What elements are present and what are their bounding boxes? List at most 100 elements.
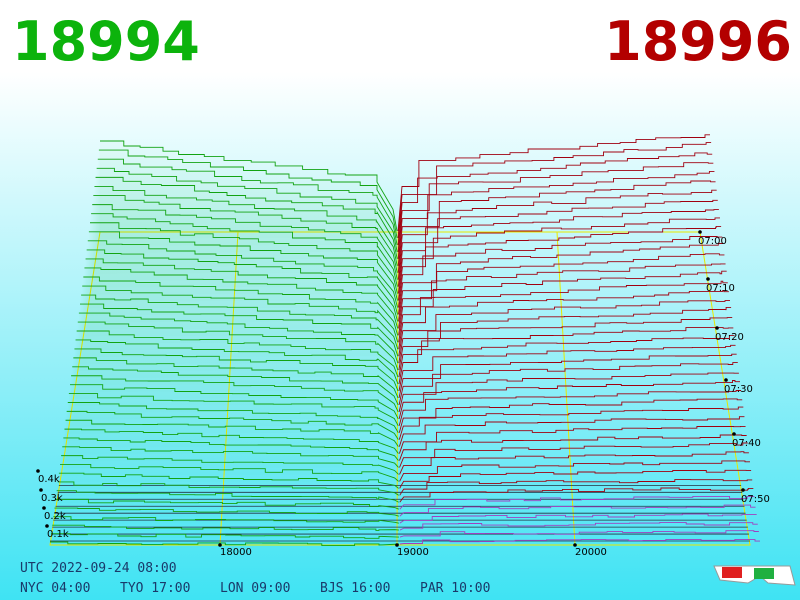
price-tick — [218, 543, 222, 547]
bid-depth-line — [76, 330, 399, 378]
bid-depth-line — [54, 507, 399, 517]
ask-depth-line — [398, 334, 735, 385]
ask-depth-line — [398, 398, 743, 433]
bid-depth-line — [68, 393, 399, 426]
clock: PAR 10:00 — [420, 581, 490, 596]
volume-label: 0.3k — [41, 493, 63, 504]
ask-depth-line — [398, 390, 742, 426]
ask-depth-line — [397, 152, 713, 245]
ask-depth-line — [399, 451, 749, 475]
ask-depth-line — [397, 162, 714, 252]
price-label: 19000 — [397, 547, 429, 558]
ask-depth-line — [399, 513, 757, 524]
time-tick — [732, 432, 736, 436]
volume-tick — [36, 469, 40, 473]
ask-depth-line — [398, 253, 725, 322]
bid-depth-line — [73, 357, 399, 399]
bid-price: 18994 — [12, 10, 200, 73]
price-grid — [396, 231, 399, 546]
bid-depth-line — [56, 490, 399, 503]
bid-depth-line — [93, 195, 398, 273]
ask-depth-line — [399, 538, 760, 545]
ask-depth-line — [398, 362, 738, 405]
ask-depth-line — [397, 225, 722, 301]
ask-depth-line — [398, 263, 726, 329]
ask-depth-line — [397, 142, 712, 238]
time-label: 07:50 — [741, 494, 770, 505]
ask-depth-line — [398, 243, 724, 315]
bid-depth-line — [88, 231, 398, 301]
bid-depth-line — [97, 158, 398, 245]
bid-depth-line — [51, 533, 399, 539]
ask-depth-line — [397, 217, 720, 294]
bid-depth-line — [90, 222, 398, 294]
bid-depth-line — [53, 516, 399, 524]
time-label: 07:20 — [715, 332, 744, 343]
ask-depth-line — [399, 487, 754, 503]
ask-depth-line — [398, 380, 740, 419]
volume-tick — [39, 488, 43, 492]
ask-depth-line — [398, 425, 746, 454]
bid-depth-line — [74, 348, 399, 392]
bid-depth-line — [83, 276, 399, 336]
bid-depth-line — [60, 463, 399, 482]
bid-depth-line — [86, 249, 398, 315]
ask-depth-line — [398, 317, 733, 371]
ask-depth-line — [397, 209, 719, 287]
ask-depth-line — [399, 521, 758, 531]
floor — [49, 231, 751, 546]
ask-depth-line — [398, 300, 730, 357]
ask-depth-line — [398, 236, 723, 308]
bid-depth-line — [72, 366, 399, 406]
bid-depth-line — [92, 204, 398, 280]
time-label: 07:40 — [732, 438, 761, 449]
clock: BJS 16:00 — [320, 581, 390, 596]
ask-depth-line — [398, 327, 734, 378]
price-label: 20000 — [575, 547, 607, 558]
glasses-icon — [713, 565, 796, 586]
bid-depth-line — [63, 437, 399, 461]
volume-tick — [42, 506, 46, 510]
time-tick — [706, 277, 710, 281]
ask-depth-line — [399, 479, 753, 496]
bid-depth-line — [65, 419, 399, 447]
bid-depth-line — [96, 167, 398, 252]
bid-depth-line — [81, 294, 399, 350]
bid-depth-line — [82, 285, 399, 343]
ask-depth-line — [397, 134, 710, 232]
price-label: 18000 — [220, 547, 252, 558]
ask-depth-line — [399, 442, 748, 468]
price-tick — [573, 543, 577, 547]
price-grid — [556, 231, 576, 546]
bid-depth-line — [80, 303, 399, 357]
ask-depth-line — [398, 289, 729, 350]
bid-depth-line — [70, 384, 399, 420]
bid-depth-line — [91, 213, 398, 287]
bid-depth-line — [87, 240, 398, 308]
ask-depth-line — [397, 189, 717, 273]
ask-depth-line — [398, 353, 737, 399]
time-tick — [741, 488, 745, 492]
time-label: 07:30 — [724, 384, 753, 395]
volume-label: 0.4k — [38, 474, 60, 485]
bid-depth-line — [85, 258, 399, 322]
ask-depth-line — [398, 280, 728, 343]
ask-depth-line — [397, 170, 715, 259]
bid-depth-line — [78, 312, 399, 364]
time-tick — [724, 378, 728, 382]
ask-price: 18996 — [604, 10, 792, 73]
ask-depth-line — [399, 495, 755, 510]
volume-tick — [45, 524, 49, 528]
clock: TYO 17:00 — [120, 581, 190, 596]
bid-depth-line — [100, 140, 398, 232]
ask-depth-line — [399, 460, 750, 482]
bid-depth-line — [55, 498, 399, 510]
clock: NYC 04:00 — [20, 581, 90, 596]
bid-depth-line — [57, 481, 399, 496]
bid-depth-line — [66, 410, 399, 440]
depth-surface — [50, 134, 760, 547]
bid-depth-line — [52, 524, 399, 531]
price-tick — [395, 543, 399, 547]
bid-depth-line — [94, 186, 398, 266]
